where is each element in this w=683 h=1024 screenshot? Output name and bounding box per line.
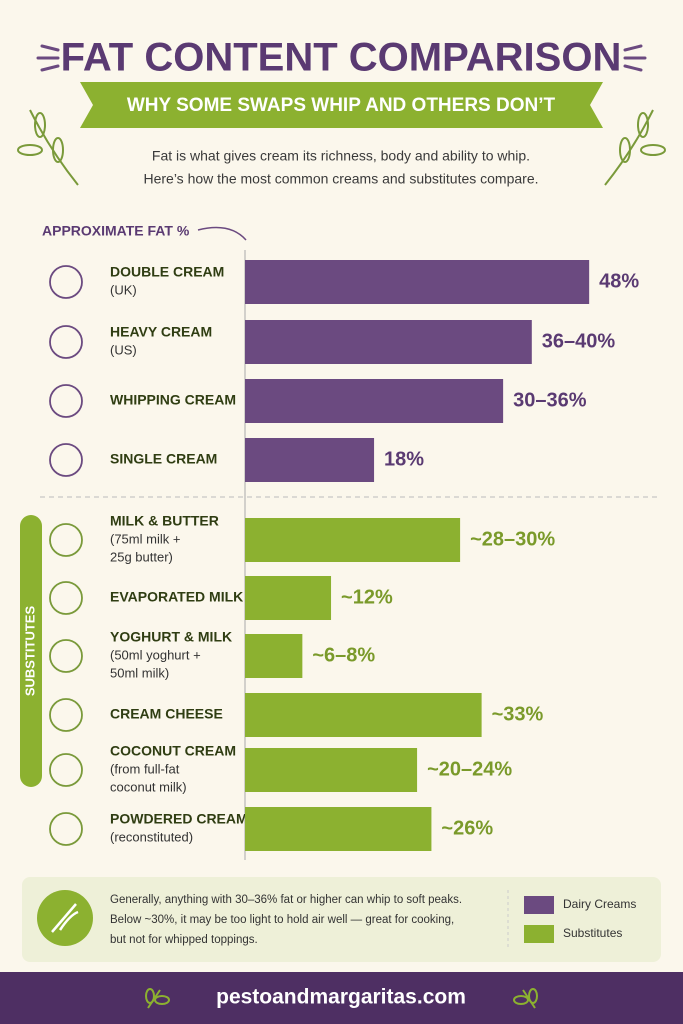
value-label: ~33% (492, 703, 544, 725)
category-label: YOGHURT & MILK (110, 629, 232, 645)
category-label: HEAVY CREAM (110, 324, 212, 340)
item-icon (49, 812, 83, 846)
category-note: (75ml milk + (110, 531, 180, 546)
category-label: DOUBLE CREAM (110, 264, 224, 280)
value-label: ~26% (441, 817, 493, 839)
item-icon (49, 698, 83, 732)
whisk-icon (51, 903, 79, 933)
note-line: Generally, anything with 30–36% fat or h… (110, 894, 462, 906)
bar (245, 748, 418, 792)
bar (245, 576, 332, 620)
legend-label: Dairy Creams (563, 897, 636, 911)
legend-label: Substitutes (563, 926, 622, 940)
value-label: ~28–30% (470, 528, 555, 550)
intro-line: Fat is what gives cream its richness, bo… (152, 148, 530, 164)
bar (245, 518, 461, 562)
category-label: CREAM CHEESE (110, 706, 223, 722)
bar (245, 379, 504, 423)
bar (245, 807, 432, 851)
bar (245, 320, 532, 364)
category-label: POWDERED CREAM (110, 811, 248, 827)
value-label: 18% (384, 448, 424, 470)
category-label: WHIPPING CREAM (110, 392, 236, 408)
value-label: 36–40% (542, 330, 616, 352)
subtitle-ribbon (80, 82, 603, 128)
bar (245, 260, 590, 304)
group-pill (20, 515, 42, 787)
item-icon (49, 753, 83, 787)
legend-swatch (524, 896, 554, 914)
title-accents (36, 44, 647, 72)
value-label: ~6–8% (312, 644, 375, 666)
category-note: 50ml milk) (110, 665, 169, 680)
footer-leaves (145, 988, 538, 1009)
item-icon (49, 265, 83, 299)
item-icon (49, 384, 83, 418)
note-box (22, 877, 661, 962)
category-label: MILK & BUTTER (110, 513, 219, 529)
bar (245, 634, 303, 678)
category-note: 25g butter) (110, 549, 173, 564)
category-note: (US) (110, 342, 137, 357)
axis-arrow (197, 226, 247, 241)
title: FAT CONTENT COMPARISON (61, 36, 622, 80)
category-note: (UK) (110, 282, 137, 297)
item-icon (49, 639, 83, 673)
category-note: (50ml yoghurt + (110, 647, 201, 662)
category-note: (from full-fat (110, 761, 180, 776)
legend-swatch (524, 925, 554, 943)
axis-label: APPROXIMATE FAT % (42, 223, 190, 239)
note-line: Below ~30%, it may be too light to hold … (110, 914, 454, 926)
category-label: EVAPORATED MILK (110, 589, 243, 605)
bar (245, 693, 482, 737)
bar (245, 438, 375, 482)
category-note: (reconstituted) (110, 829, 193, 844)
value-label: ~20–24% (427, 758, 512, 780)
footer-band (0, 972, 683, 1024)
subtitle: WHY SOME SWAPS WHIP AND OTHERS DON’T (127, 95, 556, 116)
category-label: SINGLE CREAM (110, 451, 217, 467)
intro-line: Here’s how the most common creams and su… (143, 171, 538, 187)
item-icon (49, 443, 83, 477)
note-line: but not for whipped toppings. (110, 934, 258, 946)
group-label: SUBSTITUTES (22, 606, 37, 697)
value-label: 48% (599, 270, 639, 292)
category-label: COCONUT CREAM (110, 743, 236, 759)
category-note: coconut milk) (110, 779, 187, 794)
value-label: ~12% (341, 586, 393, 608)
item-icon (49, 581, 83, 615)
value-label: 30–36% (513, 389, 587, 411)
leaf-decoration (17, 109, 666, 186)
item-icon (49, 325, 83, 359)
footer-site: pestoandmargaritas.com (216, 986, 466, 1009)
item-icon (49, 523, 83, 557)
